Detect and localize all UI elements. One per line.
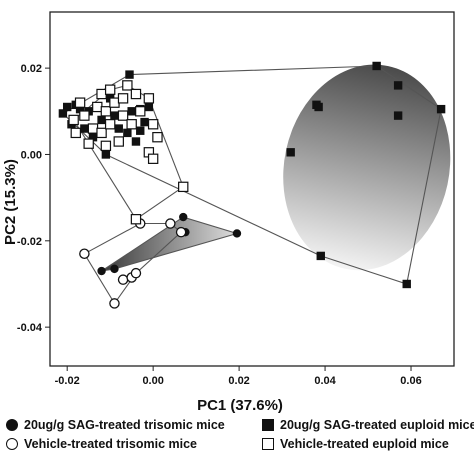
- x-tick-label: 0.06: [400, 375, 421, 387]
- point-filled-square: [62, 102, 72, 112]
- point-filled-circle: [232, 229, 242, 238]
- point-open-square: [109, 97, 120, 108]
- filled-square-icon: [262, 419, 274, 431]
- point-open-square: [117, 110, 129, 121]
- point-open-circle: [130, 267, 142, 279]
- point-filled-square: [80, 124, 89, 133]
- point-open-square: [117, 93, 129, 104]
- point-open-square: [96, 127, 107, 139]
- open-square-icon: [262, 438, 274, 450]
- point-open-square: [83, 138, 94, 149]
- point-filled-square: [436, 104, 446, 114]
- plot-frame: [49, 11, 455, 367]
- hull-sag-euploid: [61, 65, 442, 285]
- point-filled-circle: [97, 266, 106, 276]
- point-open-circle: [165, 218, 176, 229]
- point-open-circle: [117, 274, 129, 285]
- legend-item-vehicle-trisomic: Vehicle-treated trisomic mice: [6, 437, 197, 451]
- point-open-square: [147, 119, 159, 130]
- point-open-square: [143, 93, 155, 104]
- point-open-square: [74, 97, 86, 108]
- point-filled-square: [286, 148, 295, 157]
- point-filled-square: [316, 251, 325, 261]
- x-tick-label: 0.00: [142, 375, 163, 387]
- legend-label: 20ug/g SAG-treated trisomic mice: [24, 418, 225, 432]
- point-filled-square: [125, 70, 134, 79]
- y-axis-label: PC2 (15.3%): [2, 159, 19, 245]
- point-filled-square: [372, 61, 381, 71]
- point-open-square: [122, 80, 133, 91]
- y-tick-label: 0.00: [21, 149, 42, 161]
- point-open-square: [152, 131, 163, 143]
- point-filled-square: [114, 124, 123, 133]
- axes: -0.02 0.00 0.02 0.04 0.06 -0.04 -0.02 0.00 0.02: [17, 63, 422, 387]
- cluster-shapes: [101, 64, 451, 272]
- legend-label: 20ug/g SAG-treated euploid mice: [280, 418, 474, 432]
- point-filled-square: [127, 107, 136, 116]
- y-tick-label: -0.02: [17, 236, 42, 248]
- point-filled-square: [101, 150, 111, 159]
- point-open-square: [70, 127, 81, 139]
- x-tick-label: 0.02: [228, 375, 249, 387]
- point-open-square: [126, 119, 137, 130]
- hull-vehicle-euploid: [72, 84, 184, 220]
- point-filled-circle: [179, 212, 188, 222]
- open-circle-icon: [6, 438, 18, 450]
- point-open-square: [130, 88, 142, 100]
- legend-item-sag-trisomic: 20ug/g SAG-treated trisomic mice: [6, 418, 225, 432]
- x-tick-label: 0.04: [314, 375, 336, 387]
- point-filled-square: [88, 132, 98, 142]
- x-tick-label: -0.02: [55, 375, 80, 387]
- point-open-square: [104, 84, 116, 95]
- point-open-square: [100, 106, 112, 117]
- point-filled-square: [131, 137, 141, 146]
- legend-item-vehicle-euploid: Vehicle-treated euploid mice: [262, 437, 449, 451]
- legend-label: Vehicle-treated trisomic mice: [24, 437, 197, 451]
- legend-item-sag-euploid: 20ug/g SAG-treated euploid mice: [262, 418, 474, 432]
- point-filled-square: [110, 111, 119, 120]
- point-filled-square: [144, 102, 154, 112]
- legend-label: Vehicle-treated euploid mice: [280, 437, 449, 451]
- point-filled-square: [140, 117, 149, 127]
- point-open-square: [100, 140, 112, 152]
- point-filled-square: [402, 279, 411, 289]
- point-open-square: [130, 214, 142, 225]
- point-open-circle: [79, 248, 90, 260]
- point-open-square: [79, 110, 90, 121]
- y-tick-label: 0.02: [21, 63, 42, 75]
- point-open-square: [96, 88, 107, 100]
- point-open-square: [92, 101, 103, 113]
- point-filled-square: [75, 104, 85, 114]
- data-points: [58, 61, 446, 309]
- point-filled-square: [393, 81, 403, 90]
- y-tick-label: -0.04: [17, 322, 43, 334]
- point-open-square: [113, 136, 124, 147]
- point-filled-circle: [110, 264, 119, 274]
- point-open-square: [87, 123, 99, 134]
- point-open-square: [104, 119, 116, 130]
- point-filled-square: [136, 126, 145, 135]
- point-open-square: [68, 114, 79, 126]
- point-open-square: [135, 106, 146, 117]
- point-filled-square: [314, 102, 323, 112]
- point-filled-square: [393, 111, 403, 120]
- point-filled-square: [123, 128, 132, 138]
- x-axis-label: PC1 (37.6%): [197, 397, 283, 414]
- point-open-square: [178, 181, 189, 193]
- point-open-square: [147, 153, 159, 164]
- point-filled-square: [97, 115, 106, 125]
- point-open-circle: [109, 298, 120, 309]
- point-open-circle: [175, 226, 187, 238]
- filled-circle-icon: [6, 419, 18, 431]
- euploid-sag-ellipse: [283, 64, 451, 271]
- point-filled-square: [58, 109, 68, 118]
